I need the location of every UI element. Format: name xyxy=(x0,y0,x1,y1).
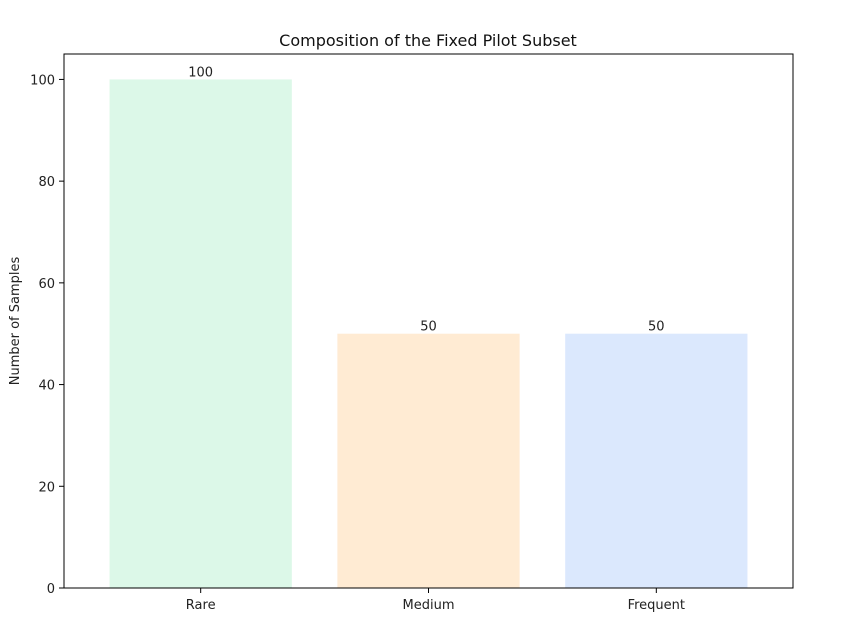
bar-frequent xyxy=(565,333,748,588)
bar-rare xyxy=(109,79,292,588)
x-tick-label: Medium xyxy=(403,598,455,613)
chart-title: Composition of the Fixed Pilot Subset xyxy=(279,31,577,50)
data-label-rare: 100 xyxy=(188,65,213,80)
y-axis-ticks: 0 20 40 60 80 100 xyxy=(30,73,64,597)
data-labels-group: 100 50 50 xyxy=(188,65,664,334)
x-tick-label: Rare xyxy=(186,598,216,613)
y-tick-label: 60 xyxy=(38,277,55,292)
bar-medium xyxy=(337,333,520,588)
data-label-frequent: 50 xyxy=(648,320,665,335)
data-label-medium: 50 xyxy=(420,320,437,335)
y-tick-label: 100 xyxy=(30,73,55,88)
plot-frame xyxy=(63,53,794,589)
x-axis-ticks: Rare Medium Frequent xyxy=(186,588,685,613)
y-axis-label: Number of Samples xyxy=(8,257,23,386)
y-tick-label: 40 xyxy=(38,379,55,394)
y-tick-label: 0 xyxy=(47,582,55,597)
y-tick-label: 80 xyxy=(38,175,55,190)
x-tick-label: Frequent xyxy=(628,598,685,613)
y-tick-label: 20 xyxy=(38,480,55,495)
bars-group xyxy=(109,79,748,588)
